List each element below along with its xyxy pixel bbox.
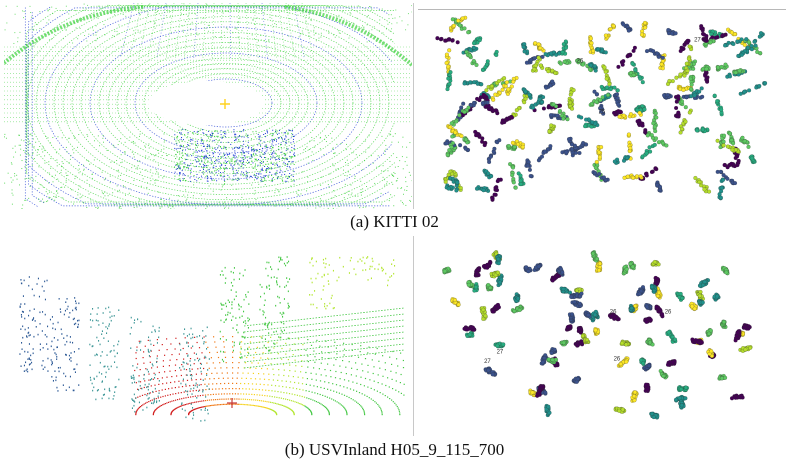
panel-divider-top [413, 3, 414, 209]
tsne-frame-top-rule [418, 9, 786, 10]
kitti-pointcloud-image [4, 3, 412, 209]
kitti-pointcloud-panel [4, 3, 412, 209]
kitti-tsne-image: 26 27 25 [435, 15, 768, 202]
panel-divider-bottom [413, 236, 414, 436]
usv-pointcloud-image [19, 256, 405, 422]
svg-text:27: 27 [694, 38, 701, 44]
kitti-tsne-panel: 26 27 25 [416, 3, 786, 209]
usv-tsne-panel: 26 27 26 27 26 [416, 236, 786, 436]
svg-text:26: 26 [577, 59, 584, 65]
caption-kitti: (a) KITTI 02 [350, 212, 439, 231]
caption-usvinland: (b) USVInland H05_9_115_700 [284, 440, 505, 459]
usv-pointcloud-panel [4, 236, 412, 436]
svg-text:25: 25 [599, 109, 606, 115]
